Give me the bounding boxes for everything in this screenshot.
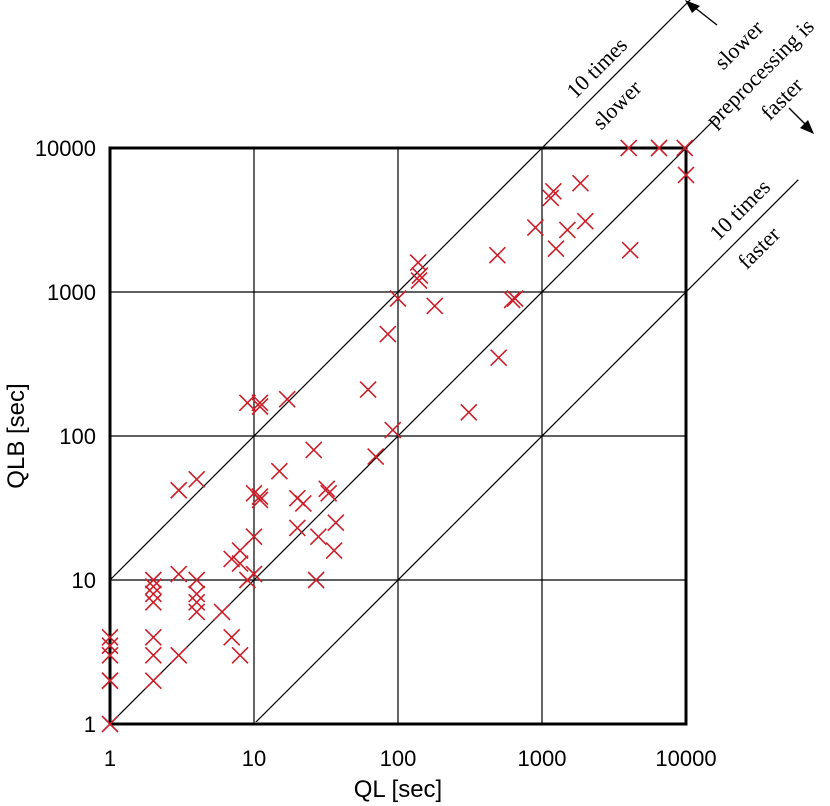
data-point <box>460 403 478 421</box>
y-tick-label: 100 <box>59 424 96 449</box>
data-point <box>526 219 544 237</box>
data-point <box>101 672 119 690</box>
data-point <box>144 571 162 589</box>
data-point <box>677 166 695 184</box>
data-point <box>503 291 521 309</box>
data-point <box>676 139 694 157</box>
data-point <box>389 290 407 308</box>
data-point <box>426 297 444 315</box>
data-point <box>270 462 288 480</box>
data-point <box>650 139 668 157</box>
data-point <box>547 240 565 258</box>
data-point <box>144 578 162 596</box>
data-point <box>245 528 263 546</box>
data-point <box>188 585 206 603</box>
data-point <box>245 565 263 583</box>
data-point <box>288 519 306 537</box>
x-axis-label: QL [sec] <box>354 776 442 803</box>
data-point <box>251 491 269 509</box>
data-point <box>359 381 377 399</box>
data-point <box>144 672 162 690</box>
data-point <box>294 494 312 513</box>
plot-frame <box>108 146 688 726</box>
x-tick-label: 1 <box>104 746 116 771</box>
data-point <box>320 484 338 502</box>
reference-line <box>255 179 799 722</box>
data-point <box>231 555 249 573</box>
data-point <box>410 272 428 290</box>
data-point <box>488 246 506 264</box>
x-tick-label: 1000 <box>518 746 567 771</box>
data-point <box>490 349 508 367</box>
y-tick-label: 1000 <box>47 280 96 305</box>
data-point <box>621 241 639 259</box>
data-point <box>558 221 576 239</box>
data-point <box>544 182 562 200</box>
reference-line <box>109 0 691 581</box>
data-point <box>278 390 296 408</box>
data-point <box>620 139 638 157</box>
y-tick-label: 10000 <box>35 136 96 161</box>
data-point <box>411 267 429 285</box>
y-axis-label: QLB [sec] <box>3 383 30 488</box>
data-point <box>305 441 323 459</box>
data-point <box>231 646 249 664</box>
data-point <box>309 528 327 546</box>
x-tick-label: 100 <box>380 746 417 771</box>
data-point <box>170 481 188 499</box>
arrow-down-right-icon <box>788 107 814 134</box>
data-point <box>318 480 336 498</box>
data-point <box>379 325 397 343</box>
data-point <box>238 394 256 412</box>
y-tick-labels: 1 10 100 1000 10000 <box>35 136 96 737</box>
data-point <box>506 290 524 308</box>
x-tick-labels: 1 10 100 1000 10000 <box>104 746 717 771</box>
data-point <box>188 571 206 589</box>
data-point <box>213 603 231 621</box>
faster-line-label-bottom: faster <box>733 221 786 274</box>
data-point <box>251 394 269 412</box>
x-tick-label: 10000 <box>655 746 716 771</box>
data-point <box>188 603 206 621</box>
data-point <box>144 628 162 646</box>
data-point <box>101 628 119 646</box>
data-point <box>231 542 249 560</box>
data-point <box>325 542 343 560</box>
data-point <box>170 646 188 664</box>
data-point <box>251 487 269 506</box>
arrow-up-left-icon <box>685 0 718 26</box>
data-point <box>384 421 402 439</box>
reference-line <box>111 117 717 722</box>
data-point <box>188 593 206 611</box>
data-point <box>144 593 162 611</box>
data-point <box>307 571 325 589</box>
data-point <box>144 585 162 603</box>
data-point <box>327 514 345 532</box>
x-tick-label: 10 <box>242 746 266 771</box>
data-point <box>101 637 119 655</box>
y-tick-label: 1 <box>84 712 96 737</box>
data-point <box>367 447 385 466</box>
data-point <box>576 212 594 230</box>
data-point <box>571 174 590 192</box>
data-points <box>101 139 695 733</box>
data-point <box>188 470 206 488</box>
y-tick-label: 10 <box>72 568 96 593</box>
data-point <box>101 715 119 733</box>
data-point <box>144 646 162 664</box>
data-point <box>542 189 560 207</box>
reference-lines <box>109 0 799 722</box>
data-point <box>170 565 188 583</box>
data-point <box>251 398 269 416</box>
data-point <box>223 628 241 646</box>
